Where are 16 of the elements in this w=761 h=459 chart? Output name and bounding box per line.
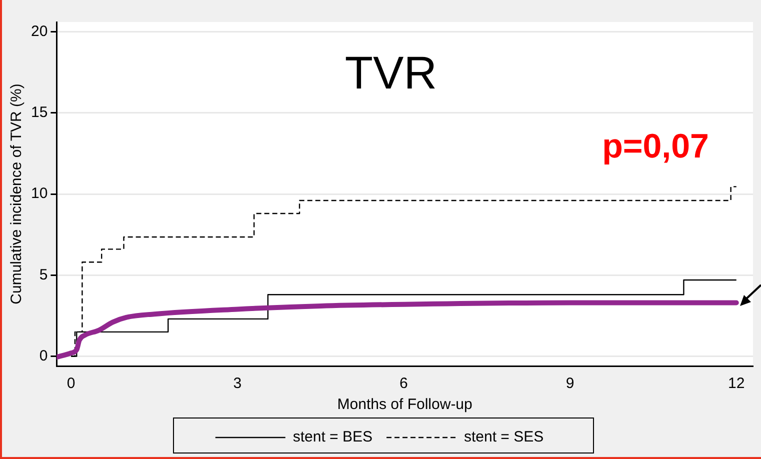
x-axis-title: Months of Follow-up bbox=[337, 396, 472, 414]
annotation: p=0,07 bbox=[602, 127, 709, 166]
x-tick-label: 9 bbox=[566, 375, 574, 392]
y-tick-label: 10 bbox=[30, 185, 48, 202]
y-tick-label: 0 bbox=[39, 347, 48, 364]
x-tick-label: 0 bbox=[66, 375, 76, 392]
y-tick-label: 5 bbox=[39, 266, 48, 284]
y-tick-label: 20 bbox=[30, 22, 48, 40]
y-tick-label: 15 bbox=[30, 104, 48, 122]
x-tick-label: 3 bbox=[233, 375, 242, 392]
x-tick-label: 6 bbox=[400, 375, 408, 392]
x-tick-label: 12 bbox=[728, 375, 745, 392]
text: TVR bbox=[344, 46, 437, 99]
y-axis-title: Cumulative incidence of TVR (%) bbox=[8, 84, 26, 304]
legend-label: stent = SES bbox=[464, 428, 544, 446]
legend-label: stent = BES bbox=[292, 428, 373, 446]
